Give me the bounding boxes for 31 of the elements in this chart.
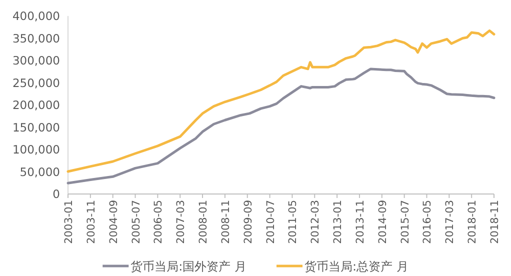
x-tick-label: 2015-07 — [399, 200, 412, 244]
x-tick-label: 2017-03 — [444, 200, 456, 244]
x-tick-label: 2006-05 — [152, 200, 165, 244]
x-tick-label: 2013-11 — [354, 200, 366, 244]
legend-label: 货币当局:总资产 月 — [304, 260, 408, 274]
y-tick-label: 400,000 — [12, 9, 60, 23]
x-tick-label: 2014-09 — [376, 200, 389, 244]
y-tick-label: 250,000 — [12, 76, 60, 90]
x-tick-label: 2013-01 — [332, 200, 344, 244]
x-tick-label: 2018-11 — [489, 200, 501, 244]
x-tick-label: 2008-01 — [198, 200, 210, 244]
y-tick-label: 100,000 — [12, 142, 60, 156]
x-tick-label: 2018-01 — [466, 200, 479, 244]
x-tick-label: 2005-07 — [130, 200, 142, 244]
y-tick-label: 150,000 — [12, 120, 60, 134]
x-tick-label: 2011-05 — [287, 200, 300, 244]
y-tick-label: 300,000 — [12, 54, 60, 68]
x-tick-label: 2010-07 — [264, 200, 277, 244]
x-tick-label: 2009-09 — [242, 200, 254, 244]
x-tick-label: 2003-11 — [85, 200, 98, 244]
y-tick-label: 350,000 — [12, 31, 60, 46]
x-tick-label: 2004-09 — [108, 200, 120, 244]
x-tick-label: 2016-05 — [422, 200, 434, 244]
y-tick-label: 50,000 — [20, 164, 60, 179]
x-tick-label: 2012-03 — [310, 200, 322, 244]
y-tick-label: 0 — [52, 187, 60, 201]
x-tick-label: 2003-01 — [63, 200, 75, 244]
x-tick-label: 2008-11 — [220, 200, 232, 244]
y-tick-label: 200,000 — [12, 98, 60, 112]
legend-label: 货币当局:国外资产 月 — [130, 260, 246, 274]
x-tick-label: 2007-03 — [175, 200, 188, 244]
